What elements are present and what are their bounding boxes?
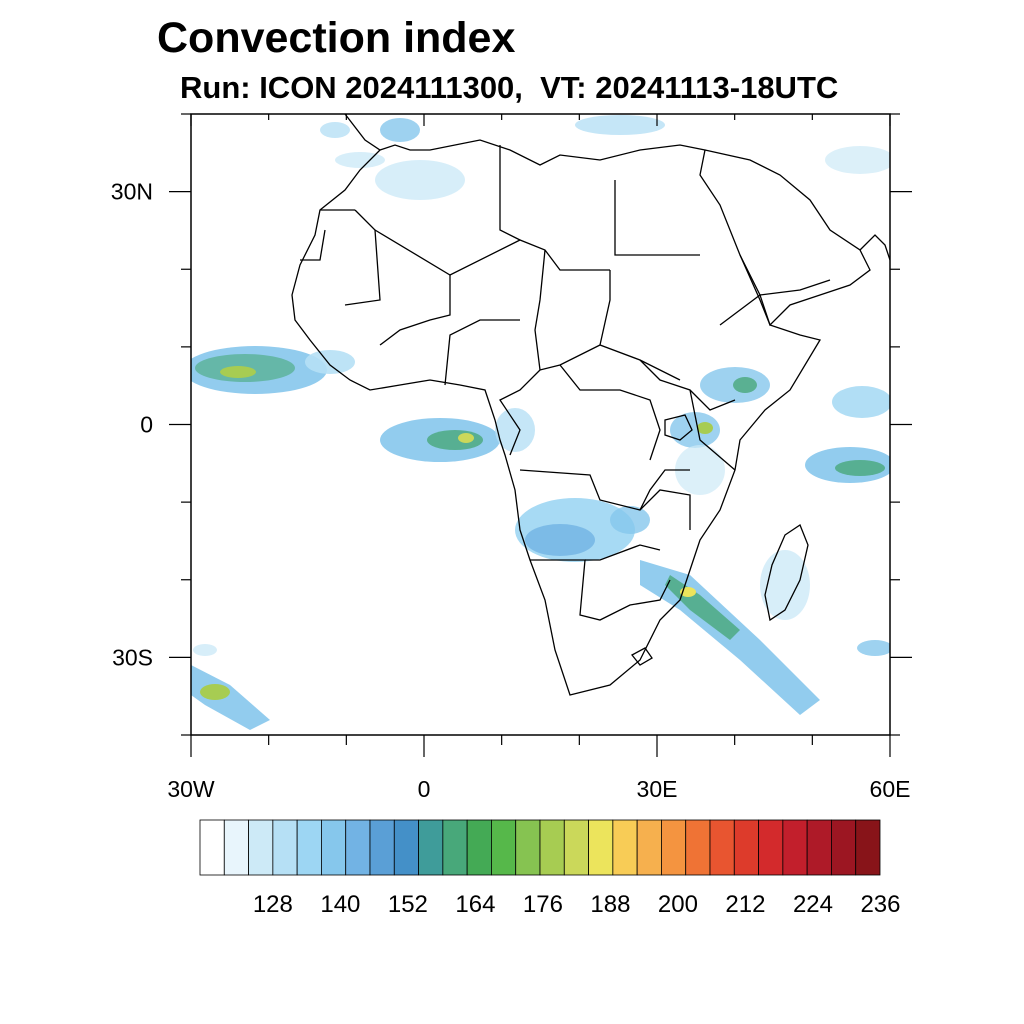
- colorbar-swatch: [491, 819, 517, 876]
- colorbar-swatch: [733, 819, 759, 876]
- colorbar-swatch: [223, 819, 249, 876]
- colorbar-swatch: [758, 819, 784, 876]
- colorbar-label: 176: [523, 891, 563, 918]
- colorbar-label: 224: [793, 891, 833, 918]
- colorbar-swatch: [442, 819, 468, 876]
- colorbar-swatch: [709, 819, 735, 876]
- y-tick-label: 30N: [111, 179, 153, 205]
- colorbar-label: 212: [725, 891, 765, 918]
- colorbar-swatch: [855, 819, 881, 876]
- map-subtitle: Run: ICON 2024111300, VT: 20241113-18UTC: [180, 70, 839, 105]
- map-frame: [190, 113, 891, 736]
- coastlines: [291, 114, 890, 696]
- axis-tick-labels: 30W 0 30E 60E 30N 0 30S: [111, 179, 911, 802]
- colorbar-swatch: [199, 819, 225, 876]
- colorbar-label: 188: [590, 891, 630, 918]
- axis-ticks: [169, 113, 912, 757]
- colorbar-label: 164: [455, 891, 495, 918]
- x-tick-label: 60E: [870, 776, 911, 802]
- map-title: Convection index: [157, 14, 516, 62]
- convection-shading: [191, 115, 890, 730]
- colorbar-swatch: [539, 819, 565, 876]
- colorbar-swatch: [563, 819, 589, 876]
- colorbar-swatch: [588, 819, 614, 876]
- colorbar-swatch: [806, 819, 832, 876]
- colorbar-labels: 128 140 152 164 176 188 200 212 224 236: [253, 891, 901, 918]
- colorbar-label: 152: [388, 891, 428, 918]
- colorbar-swatch: [612, 819, 638, 876]
- y-tick-label: 30S: [112, 644, 153, 670]
- colorbar-swatch: [831, 819, 857, 876]
- colorbar-swatch: [515, 819, 541, 876]
- colorbar-swatch: [685, 819, 711, 876]
- colorbar-label: 128: [253, 891, 293, 918]
- colorbar-swatch: [272, 819, 298, 876]
- colorbar-swatch: [321, 819, 347, 876]
- colorbar-label: 140: [320, 891, 360, 918]
- x-tick-label: 30W: [167, 776, 215, 802]
- colorbar-swatch: [393, 819, 419, 876]
- colorbar-label: 236: [860, 891, 900, 918]
- colorbar-swatch: [466, 819, 492, 876]
- colorbar-swatch: [248, 819, 274, 876]
- colorbar: [199, 819, 881, 876]
- colorbar-swatch: [345, 819, 371, 876]
- x-tick-label: 0: [418, 776, 431, 802]
- y-tick-label: 0: [140, 412, 153, 438]
- colorbar-swatch: [296, 819, 322, 876]
- colorbar-swatch: [369, 819, 395, 876]
- x-tick-label: 30E: [637, 776, 678, 802]
- colorbar-swatch: [782, 819, 808, 876]
- colorbar-swatch: [661, 819, 687, 876]
- colorbar-label: 200: [658, 891, 698, 918]
- colorbar-swatch: [418, 819, 444, 876]
- colorbar-swatch: [636, 819, 662, 876]
